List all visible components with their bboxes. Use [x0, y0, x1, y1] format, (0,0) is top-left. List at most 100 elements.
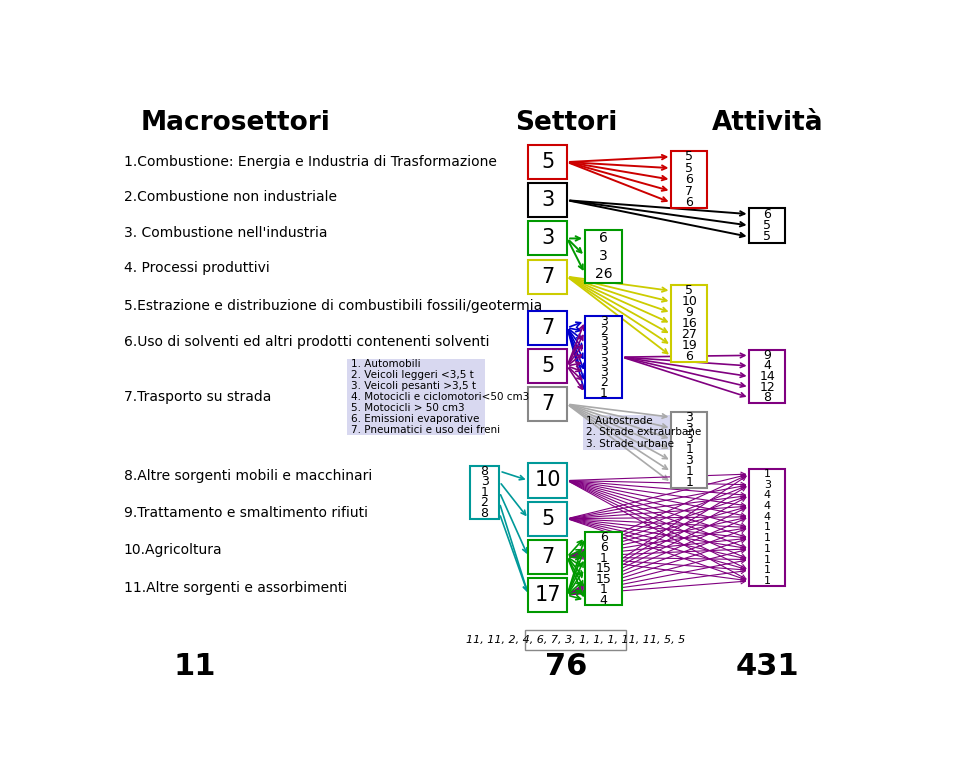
- Text: 7. Pneumatici e uso dei freni: 7. Pneumatici e uso dei freni: [351, 425, 500, 435]
- Text: 6: 6: [685, 173, 693, 186]
- FancyBboxPatch shape: [528, 387, 567, 421]
- Text: 2: 2: [600, 325, 608, 338]
- Text: 1. Automobili: 1. Automobili: [351, 359, 421, 369]
- Text: 8: 8: [763, 391, 771, 404]
- Text: 3: 3: [541, 228, 555, 249]
- FancyBboxPatch shape: [528, 183, 567, 217]
- Text: 2: 2: [481, 496, 489, 510]
- Text: 1: 1: [764, 533, 771, 543]
- FancyBboxPatch shape: [750, 468, 785, 586]
- Text: 26: 26: [595, 267, 612, 281]
- Text: 6: 6: [763, 208, 771, 221]
- Text: 6: 6: [600, 530, 608, 544]
- FancyBboxPatch shape: [671, 412, 707, 488]
- Text: 1: 1: [600, 387, 608, 400]
- Text: 3: 3: [600, 356, 608, 369]
- Text: 17: 17: [535, 585, 561, 605]
- Text: 3: 3: [541, 190, 555, 211]
- Text: 11, 11, 2, 4, 6, 7, 3, 1, 1, 1, 11, 11, 5, 5: 11, 11, 2, 4, 6, 7, 3, 1, 1, 1, 11, 11, …: [466, 635, 684, 645]
- Text: 1: 1: [764, 544, 771, 554]
- Text: 4: 4: [764, 501, 771, 511]
- FancyBboxPatch shape: [585, 230, 622, 282]
- Text: 6.Uso di solventi ed altri prodotti contenenti solventi: 6.Uso di solventi ed altri prodotti cont…: [124, 336, 490, 349]
- Text: 2: 2: [600, 376, 608, 389]
- FancyBboxPatch shape: [528, 501, 567, 536]
- FancyBboxPatch shape: [528, 540, 567, 574]
- Text: 3: 3: [600, 346, 608, 359]
- Text: 3: 3: [481, 475, 489, 488]
- Text: 2. Veicoli leggeri <3,5 t: 2. Veicoli leggeri <3,5 t: [351, 370, 474, 380]
- FancyBboxPatch shape: [528, 221, 567, 256]
- FancyBboxPatch shape: [750, 208, 785, 243]
- FancyBboxPatch shape: [528, 578, 567, 612]
- Text: 5: 5: [541, 356, 555, 376]
- Text: 6: 6: [685, 350, 693, 363]
- Text: 15: 15: [595, 572, 612, 586]
- Text: 3. Strade urbane: 3. Strade urbane: [586, 439, 674, 449]
- Text: 1.Combustione: Energia e Industria di Trasformazione: 1.Combustione: Energia e Industria di Tr…: [124, 155, 496, 169]
- Text: 6: 6: [600, 541, 608, 554]
- Text: 1: 1: [685, 476, 693, 489]
- Text: 3: 3: [600, 314, 608, 327]
- Text: 1: 1: [764, 555, 771, 565]
- Text: 9: 9: [685, 306, 693, 319]
- Text: 7.Trasporto su strada: 7.Trasporto su strada: [124, 390, 271, 404]
- Text: 11: 11: [173, 652, 216, 681]
- Text: 6: 6: [685, 196, 693, 209]
- Text: 5: 5: [685, 162, 693, 175]
- Text: Attività: Attività: [711, 111, 823, 137]
- Text: 5.Estrazione e distribuzione di combustibili fossili/geotermia: 5.Estrazione e distribuzione di combusti…: [124, 299, 542, 313]
- Text: 3: 3: [599, 249, 608, 263]
- FancyBboxPatch shape: [469, 465, 499, 519]
- Bar: [583, 414, 684, 450]
- Text: 431: 431: [735, 652, 799, 681]
- Text: 3: 3: [685, 422, 693, 435]
- Text: 11.Altre sorgenti e assorbimenti: 11.Altre sorgenti e assorbimenti: [124, 581, 347, 595]
- Text: 4. Processi produttivi: 4. Processi produttivi: [124, 261, 270, 275]
- Text: 1: 1: [764, 469, 771, 479]
- Text: 8: 8: [481, 507, 489, 520]
- Text: 3. Combustione nell'industria: 3. Combustione nell'industria: [124, 226, 327, 240]
- FancyBboxPatch shape: [528, 145, 567, 179]
- Text: 7: 7: [685, 185, 693, 198]
- Text: 1: 1: [685, 443, 693, 456]
- Text: 4. Motocicli e ciclomotori<50 cm3: 4. Motocicli e ciclomotori<50 cm3: [351, 392, 530, 402]
- Text: 1: 1: [481, 486, 489, 499]
- Text: 14: 14: [759, 370, 775, 383]
- Bar: [347, 359, 485, 435]
- Text: 1: 1: [764, 565, 771, 575]
- Text: 16: 16: [682, 317, 697, 330]
- Text: 12: 12: [759, 381, 775, 394]
- Bar: [525, 630, 626, 650]
- Text: 7: 7: [541, 394, 555, 414]
- Text: 1.Autostrade: 1.Autostrade: [586, 416, 654, 426]
- Text: Settori: Settori: [516, 111, 617, 137]
- Text: 19: 19: [682, 339, 697, 352]
- FancyBboxPatch shape: [528, 349, 567, 383]
- Text: 7: 7: [541, 547, 555, 567]
- Text: 9: 9: [763, 349, 771, 362]
- Text: 2.Combustione non industriale: 2.Combustione non industriale: [124, 190, 337, 204]
- FancyBboxPatch shape: [671, 285, 707, 362]
- FancyBboxPatch shape: [585, 316, 622, 398]
- FancyBboxPatch shape: [585, 532, 622, 605]
- Text: 3: 3: [685, 454, 693, 468]
- Text: 6: 6: [599, 231, 608, 246]
- FancyBboxPatch shape: [528, 463, 567, 497]
- Text: 3. Veicoli pesanti >3,5 t: 3. Veicoli pesanti >3,5 t: [351, 382, 476, 391]
- Text: 3: 3: [685, 433, 693, 446]
- Text: 7: 7: [541, 266, 555, 287]
- Text: 3: 3: [685, 410, 693, 423]
- Text: 15: 15: [595, 562, 612, 575]
- Text: 10: 10: [682, 295, 697, 308]
- Text: 5. Motocicli > 50 cm3: 5. Motocicli > 50 cm3: [351, 403, 465, 413]
- Text: 6. Emissioni evaporative: 6. Emissioni evaporative: [351, 414, 480, 424]
- Text: 10: 10: [535, 471, 561, 491]
- Text: 4: 4: [600, 594, 608, 607]
- Text: 1: 1: [600, 552, 608, 565]
- Text: 4: 4: [764, 512, 771, 522]
- Text: 5: 5: [763, 219, 771, 232]
- Text: 4: 4: [764, 491, 771, 501]
- Text: 2. Strade extraurbane: 2. Strade extraurbane: [586, 427, 701, 437]
- Text: 9.Trattamento e smaltimento rifiuti: 9.Trattamento e smaltimento rifiuti: [124, 506, 368, 520]
